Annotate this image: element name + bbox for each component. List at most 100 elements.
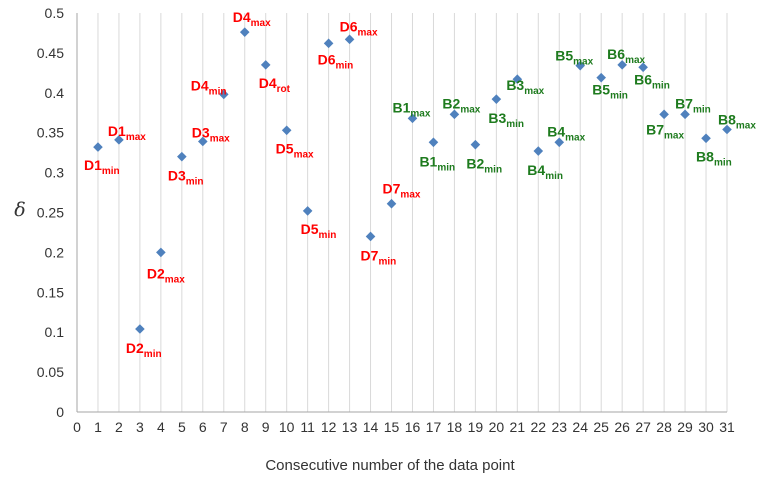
x-tick-label: 22 bbox=[531, 419, 547, 435]
point-label-sub: min bbox=[484, 165, 502, 176]
point-label-main: B3 bbox=[506, 77, 524, 93]
y-tick-label: 0.2 bbox=[45, 244, 65, 260]
point-label-main: B6 bbox=[607, 46, 625, 62]
point-label-main: B8 bbox=[696, 148, 714, 164]
point-label: D1min bbox=[84, 157, 120, 177]
y-tick-label: 0.05 bbox=[37, 364, 64, 380]
point-label: D6min bbox=[318, 51, 354, 71]
point-label: B8min bbox=[696, 148, 732, 168]
point-label-main: B4 bbox=[527, 162, 545, 178]
x-tick-label: 2 bbox=[115, 419, 123, 435]
x-tick-label: 0 bbox=[73, 419, 81, 435]
data-point-marker bbox=[260, 60, 271, 70]
data-point-marker bbox=[344, 34, 355, 45]
x-tick-label: 31 bbox=[719, 419, 735, 435]
data-point-marker bbox=[281, 125, 292, 136]
point-label-main: B5 bbox=[592, 82, 610, 98]
x-tick-label: 17 bbox=[426, 419, 442, 435]
x-tick-label: 5 bbox=[178, 419, 186, 435]
point-label: D4min bbox=[191, 77, 227, 97]
data-point-marker bbox=[470, 139, 481, 150]
x-tick-label: 9 bbox=[262, 419, 270, 435]
point-label: B5max bbox=[555, 48, 593, 68]
point-label-sub: max bbox=[625, 55, 645, 66]
x-tick-label: 4 bbox=[157, 419, 165, 435]
point-label-main: D1 bbox=[108, 123, 126, 139]
data-point-marker bbox=[575, 60, 586, 71]
x-tick-label: 13 bbox=[342, 419, 358, 435]
point-label-main: D1 bbox=[84, 157, 102, 173]
point-label-sub: max bbox=[565, 132, 585, 143]
data-point-marker bbox=[491, 94, 502, 104]
point-label-main: D7 bbox=[383, 181, 401, 197]
x-tick-label: 7 bbox=[220, 419, 228, 435]
point-label-main: B2 bbox=[442, 95, 460, 111]
point-label-main: D4 bbox=[259, 75, 277, 91]
data-point-marker bbox=[533, 146, 544, 156]
point-label: B4max bbox=[547, 123, 585, 143]
x-tick-label: 11 bbox=[300, 419, 315, 435]
y-tick-label: 0.4 bbox=[45, 85, 65, 101]
point-label: B7min bbox=[675, 95, 711, 115]
point-label-sub: max bbox=[126, 132, 146, 143]
point-label-main: B1 bbox=[392, 99, 410, 115]
point-label-main: B3 bbox=[488, 110, 506, 126]
y-axis-title: δ bbox=[14, 199, 25, 221]
data-point-marker bbox=[596, 72, 606, 83]
data-point-marker bbox=[428, 137, 439, 148]
data-point-marker bbox=[386, 198, 397, 209]
point-label-sub: min bbox=[714, 157, 732, 168]
data-point-marker bbox=[659, 109, 669, 120]
point-label: D5min bbox=[301, 221, 337, 241]
point-label-main: B8 bbox=[718, 112, 736, 128]
point-label: B3min bbox=[488, 110, 524, 130]
x-tick-label: 29 bbox=[677, 419, 693, 435]
point-label-main: D6 bbox=[318, 51, 336, 67]
point-label-main: B4 bbox=[547, 123, 565, 139]
point-label-main: B2 bbox=[466, 156, 484, 172]
x-tick-label: 19 bbox=[468, 419, 484, 435]
x-tick-label: 25 bbox=[593, 419, 609, 435]
point-label-main: D2 bbox=[147, 265, 165, 281]
y-tick-label: 0 bbox=[56, 404, 64, 420]
x-tick-label: 28 bbox=[656, 419, 672, 435]
point-label-main: D6 bbox=[340, 18, 358, 34]
y-tick-label: 0.15 bbox=[37, 284, 64, 300]
point-label: D2min bbox=[126, 340, 162, 360]
point-label: B3max bbox=[506, 77, 544, 97]
point-label-sub: min bbox=[319, 230, 337, 241]
x-tick-label: 14 bbox=[363, 419, 379, 435]
point-label: D3max bbox=[192, 124, 230, 144]
data-point-marker bbox=[365, 231, 376, 242]
point-label: B6min bbox=[634, 71, 670, 91]
data-point-marker bbox=[701, 133, 711, 144]
x-tick-label: 1 bbox=[94, 419, 102, 435]
x-tick-label: 10 bbox=[279, 419, 295, 435]
x-tick-label: 15 bbox=[384, 419, 400, 435]
point-label: D5max bbox=[276, 140, 314, 160]
point-label: D4rot bbox=[259, 75, 291, 95]
x-tick-label: 6 bbox=[199, 419, 207, 435]
data-point-marker bbox=[680, 109, 690, 120]
y-tick-label: 0.45 bbox=[37, 45, 64, 61]
point-label-sub: min bbox=[610, 91, 628, 102]
point-label-sub: min bbox=[209, 86, 227, 97]
x-tick-label: 27 bbox=[635, 419, 651, 435]
point-label-sub: rot bbox=[277, 84, 291, 95]
point-label: B5min bbox=[592, 82, 628, 102]
data-point-marker bbox=[323, 38, 334, 49]
point-label-sub: max bbox=[573, 57, 593, 68]
point-label-sub: min bbox=[652, 80, 670, 91]
point-label-sub: max bbox=[736, 121, 756, 132]
x-tick-label: 30 bbox=[698, 419, 714, 435]
point-label-sub: max bbox=[460, 104, 480, 115]
data-point-marker bbox=[512, 74, 523, 85]
point-label-sub: min bbox=[545, 171, 563, 182]
point-label-sub: max bbox=[400, 190, 420, 201]
point-label-sub: min bbox=[693, 104, 711, 115]
point-label-main: D4 bbox=[233, 9, 251, 25]
x-tick-label: 20 bbox=[489, 419, 505, 435]
data-point-marker bbox=[114, 135, 124, 145]
point-label-sub: max bbox=[251, 18, 271, 29]
